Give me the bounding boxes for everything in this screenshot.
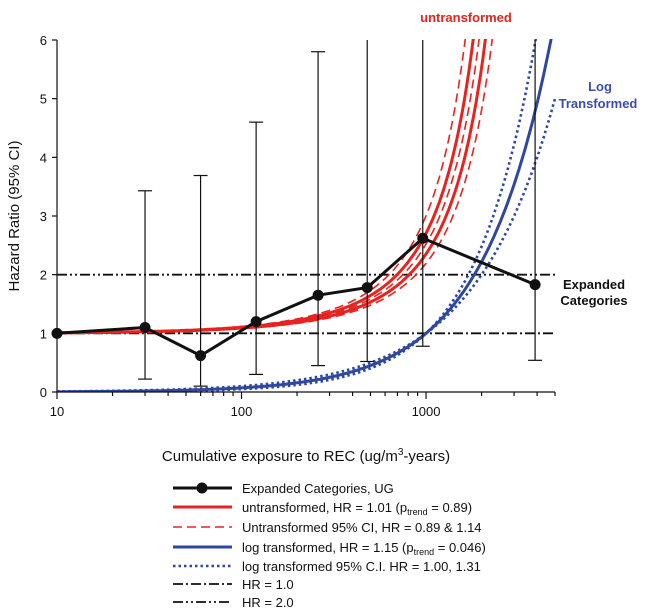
annotation-log-line2: Transformed (559, 96, 638, 111)
legend-label-untransformed-ci: Untransformed 95% CI, HR = 0.89 & 1.14 (242, 520, 482, 535)
y-tick-label: 3 (40, 209, 47, 224)
legend-untransformed-pre: untransformed, HR = 1.01 (p (242, 500, 407, 515)
x-axis-label-pre: Cumulative exposure to REC (ug/m (162, 448, 398, 465)
legend-untransformed-post: = 0.89) (428, 500, 472, 515)
plot-area (51, 39, 557, 392)
y-tick-label: 6 (40, 33, 47, 48)
legend: Expanded Categories, UG untransformed, H… (173, 481, 486, 610)
untransformed-curve-b (57, 39, 487, 335)
legend-label-expanded: Expanded Categories, UG (242, 481, 394, 496)
untransformed-ci-lower (57, 39, 467, 334)
legend-log-post: = 0.046) (434, 540, 486, 555)
untransformed-ci-upper (57, 39, 494, 334)
annotation-expanded-line1: Expanded (563, 277, 625, 292)
expanded-categories-point (250, 316, 262, 328)
expanded-categories-point (195, 350, 207, 362)
legend-label-log-ci: log transformed 95% C.I. HR = 1.00, 1.31 (242, 559, 481, 574)
axes: 0 1 2 3 4 5 6 10 100 1000 (40, 33, 556, 419)
expanded-categories-point (139, 321, 151, 333)
log-transformed-ci-lower (57, 98, 557, 392)
legend-label-untransformed: untransformed, HR = 1.01 (ptrend = 0.89) (242, 500, 472, 517)
x-axis-label-sup: 3 (398, 447, 404, 458)
expanded-categories-line (57, 236, 536, 358)
untransformed-curve (57, 39, 475, 335)
x-tick-label: 100 (231, 404, 253, 419)
y-tick-label: 0 (40, 385, 47, 400)
expanded-categories-point (529, 279, 541, 291)
x-tick-label: 10 (50, 404, 64, 419)
y-tick-label: 4 (40, 150, 47, 165)
y-tick-label: 5 (40, 92, 47, 107)
legend-label-hr1: HR = 1.0 (242, 577, 294, 592)
legend-log-sub: trend (414, 547, 435, 557)
legend-label-hr2: HR = 2.0 (242, 595, 294, 610)
annotation-log-line1: Log (588, 79, 612, 94)
untransformed-ci-lower-alt (57, 39, 480, 334)
expanded-categories-point (361, 282, 373, 294)
annotation-expanded-line2: Categories (560, 293, 627, 308)
y-tick-label: 2 (40, 268, 47, 283)
legend-untransformed-sub: trend (407, 507, 428, 517)
annotation-untransformed: untransformed (420, 10, 512, 25)
legend-label-log: log transformed, HR = 1.15 (ptrend = 0.0… (242, 540, 486, 557)
x-axis-label: Cumulative exposure to REC (ug/m3-years) (162, 447, 450, 465)
expanded-categories-point (312, 289, 324, 301)
x-axis-label-post: -years) (403, 448, 450, 465)
expanded-categories-point (417, 232, 429, 244)
log-transformed-curve (57, 39, 553, 392)
curve-group (57, 39, 557, 392)
x-tick-label: 1000 (412, 404, 441, 419)
legend-log-pre: log transformed, HR = 1.15 (p (242, 540, 414, 555)
legend-marker-expanded (196, 482, 208, 494)
y-axis-label: Hazard Ratio (95% CI) (6, 141, 23, 292)
y-tick-label: 1 (40, 326, 47, 341)
